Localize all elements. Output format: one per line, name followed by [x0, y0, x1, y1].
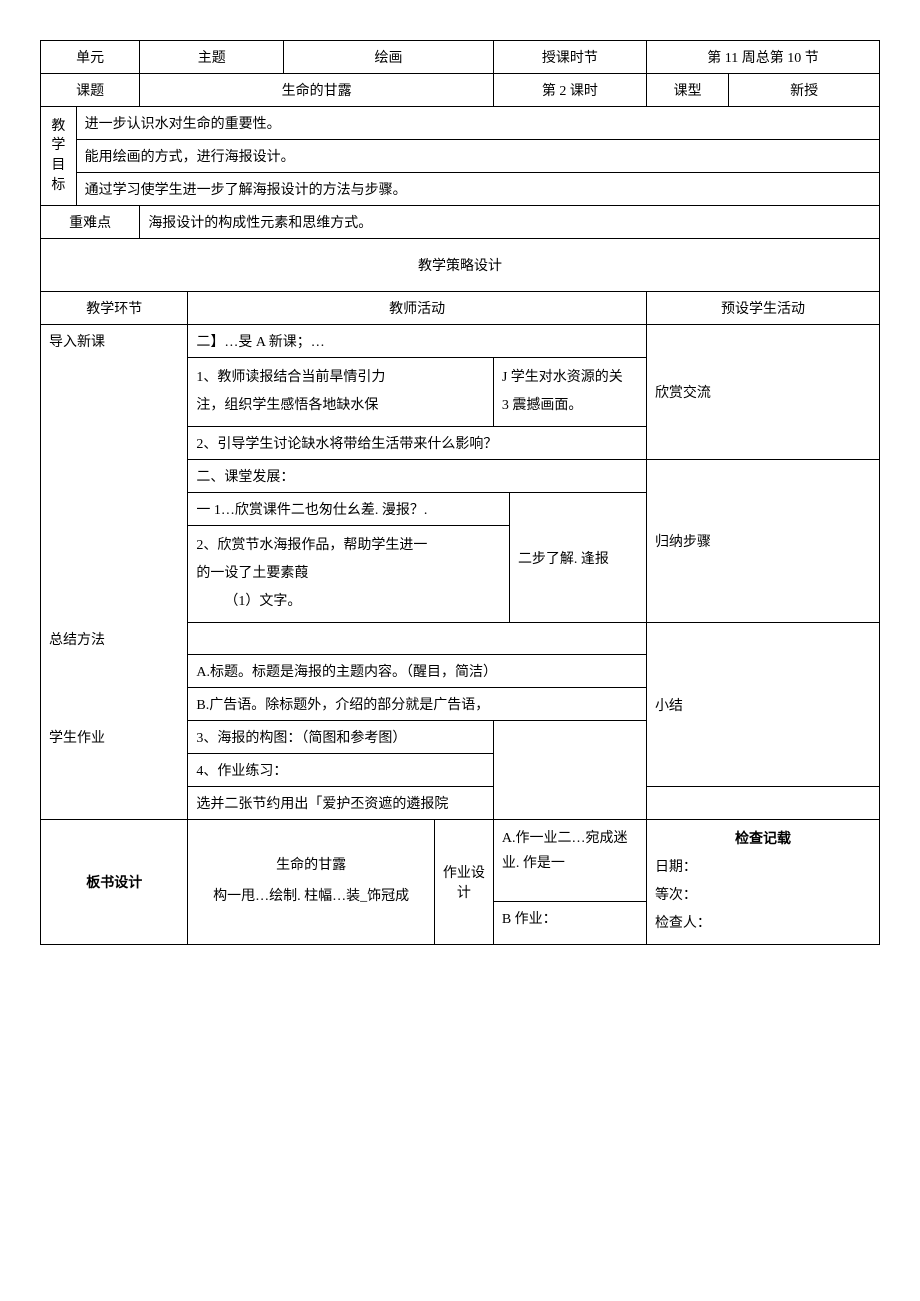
- board-label: 板书设计: [41, 820, 188, 945]
- teacher-t3: 2、引导学生讨论缺水将带给生活带来什么影响？: [188, 427, 647, 460]
- phase-spacer: [41, 493, 188, 623]
- homework-b: B 作业：: [493, 902, 646, 945]
- goals-label: 教学目标: [41, 107, 77, 206]
- time-label: 授课时节: [493, 41, 646, 74]
- teacher-t5: 一 1…欣赏课件二也匆仕幺差. 漫报？.: [188, 493, 509, 526]
- teacher-t8: B.广告语。除标题外，介绍的部分就是广告语，: [188, 688, 647, 721]
- phase-spacer: [41, 358, 188, 427]
- unit-label: 单元: [41, 41, 140, 74]
- student-s2: 归纳步骤: [646, 460, 879, 623]
- col-teacher: 教师活动: [188, 292, 647, 325]
- homework-a: A.作一业二…宛成迷业. 作是一: [493, 820, 646, 902]
- teacher-t10: 4、作业练习：: [188, 754, 493, 787]
- teacher-t6r: 二步了解. 逢报: [509, 493, 646, 622]
- phase-spacer: [41, 655, 188, 688]
- difficulty-label: 重难点: [41, 206, 140, 239]
- goal-3: 通过学习使学生进一步了解海报设计的方法与步骤。: [76, 173, 879, 206]
- check-person: 检查人：: [655, 910, 871, 938]
- lesson-plan-table: 单元 主题 绘画 授课时节 第 11 周总第 10 节 课题 生命的甘露 第 2…: [40, 40, 880, 945]
- teacher-t7: A.标题。标题是海报的主题内容。（醒目，简洁）: [188, 655, 647, 688]
- student-s3: 小结: [646, 623, 879, 787]
- homework-label: 作业设计: [434, 820, 493, 945]
- student-spacer: [646, 787, 879, 820]
- strategy-title: 教学策略设计: [41, 239, 880, 292]
- subject-value: 绘画: [284, 41, 494, 74]
- teacher-t6: 2、欣赏节水海报作品，帮助学生进一 的一设了土要素葭 （1）文字。: [188, 526, 509, 623]
- phase-spacer: [41, 787, 188, 820]
- topic-label: 课题: [41, 74, 140, 107]
- topic-value: 生命的甘露: [140, 74, 494, 107]
- check-title: 检查记载: [655, 826, 871, 854]
- check-grade: 等次：: [655, 882, 871, 910]
- difficulty-text: 海报设计的构成性元素和思维方式。: [140, 206, 880, 239]
- phase-intro: 导入新课: [41, 325, 188, 358]
- type-value: 新授: [729, 74, 880, 107]
- teacher-t1: 二】…旻 A 新课；…: [188, 325, 647, 358]
- lesson-no: 第 2 课时: [493, 74, 646, 107]
- phase-spacer: [41, 754, 188, 787]
- check-block: 检查记载 日期： 等次： 检查人：: [646, 820, 879, 945]
- time-value: 第 11 周总第 10 节: [646, 41, 879, 74]
- teacher-t11: 选并二张节约用出「爱护丕资遮的遴报院: [188, 787, 493, 820]
- phase-spacer: [188, 623, 647, 655]
- teacher-t4: 二、课堂发展：: [188, 460, 647, 493]
- phase-spacer: [41, 427, 188, 460]
- student-s1: 欣赏交流: [646, 325, 879, 460]
- phase-summary: 总结方法: [41, 623, 188, 655]
- goal-2: 能用绘画的方式，进行海报设计。: [76, 140, 879, 173]
- teacher-t5-t6: 一 1…欣赏课件二也匆仕幺差. 漫报？. 二步了解. 逢报 2、欣赏节水海报作品…: [188, 493, 647, 623]
- teacher-t2: 1、教师读报结合当前旱情引力 注，组织学生感悟各地缺水保: [188, 358, 493, 427]
- col-student: 预设学生活动: [646, 292, 879, 325]
- check-date: 日期：: [655, 854, 871, 882]
- teacher-t9: 3、海报的构图：（简图和参考图）: [188, 721, 493, 754]
- board-content: 生命的甘露 构一甩…绘制. 柱幅…装_饰冠成: [188, 820, 434, 945]
- col-phase: 教学环节: [41, 292, 188, 325]
- phase-homework: 学生作业: [41, 721, 188, 754]
- phase-spacer: [41, 688, 188, 721]
- phase-spacer: [493, 721, 646, 820]
- subject-label: 主题: [140, 41, 284, 74]
- phase-spacer: [41, 460, 188, 493]
- type-label: 课型: [646, 74, 728, 107]
- teacher-t2r: J 学生对水资源的关 3 震撼画面。: [493, 358, 646, 427]
- goal-1: 进一步认识水对生命的重要性。: [76, 107, 879, 140]
